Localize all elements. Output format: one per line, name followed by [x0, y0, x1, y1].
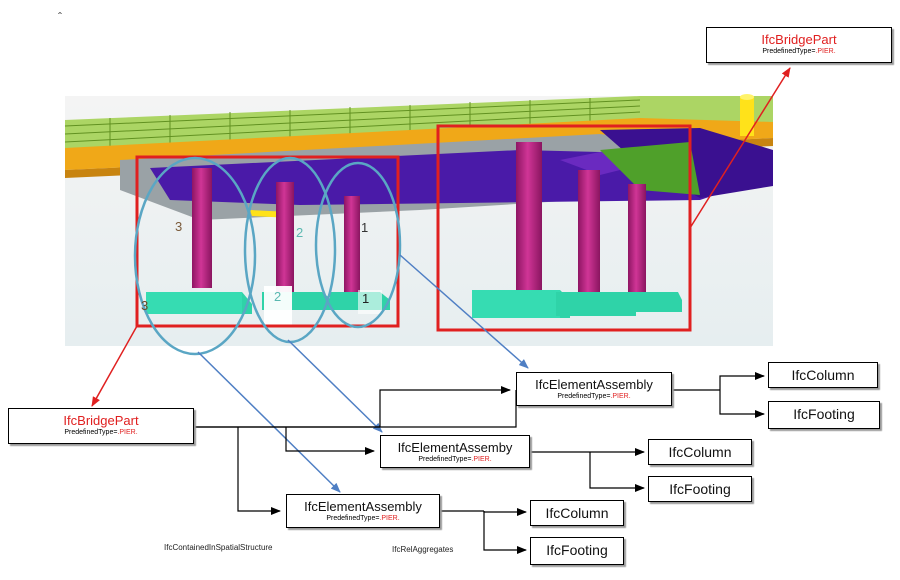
deck-rail-green: [65, 96, 773, 150]
element-assembly-type: PredefinedType=.PIER.: [326, 515, 400, 522]
pier-column: [628, 184, 646, 292]
pier-label-1-top: 1: [361, 220, 369, 235]
pier-column: [276, 182, 294, 292]
bridge-part-left-box: IfcBridgePart PredefinedType=.PIER.: [8, 408, 194, 444]
pier-column: [516, 142, 542, 292]
footing-box-2: IfcFooting: [648, 476, 752, 502]
link-arrow: [197, 351, 341, 493]
pier-group-frame-left: [135, 155, 400, 328]
pier-label-3-bottom: 3: [141, 298, 149, 313]
pier-footing: [620, 292, 682, 312]
bridge-part-left-type: PredefinedType=.PIER.: [64, 429, 138, 436]
pier-label-2-top: 2: [296, 225, 304, 240]
link-arrow-red: [91, 325, 138, 407]
footing-title: IfcFooting: [546, 542, 608, 558]
column-box-3: IfcColumn: [530, 500, 624, 526]
pier-footing: [556, 292, 636, 316]
spatial-connector: [192, 390, 517, 428]
pier-label-2-bottom: 2: [274, 289, 282, 304]
aggregates-relation-label: IfcRelAggregates: [392, 545, 454, 554]
footing-box-1: IfcFooting: [768, 401, 880, 429]
column-title: IfcColumn: [791, 367, 855, 383]
column-box-2: IfcColumn: [648, 439, 752, 465]
assembly-ellipse-2: [243, 156, 337, 344]
pier-column: [578, 170, 600, 292]
bridge-part-top-title: IfcBridgePart: [761, 32, 837, 47]
element-assembly-box-3: IfcElementAssembly PredefinedType=.PIER.: [286, 494, 440, 528]
bridge-part-left-title: IfcBridgePart: [63, 413, 139, 428]
yellow-post: [740, 96, 754, 136]
link-arrow: [287, 339, 383, 433]
column-box-1: IfcColumn: [768, 362, 878, 388]
assembly-ellipse-3: [133, 156, 257, 356]
pier-group-frame-right: [436, 124, 692, 332]
footing-box-3: IfcFooting: [530, 537, 624, 565]
pier-label-1-bottom: 1: [362, 291, 370, 306]
pier-label-3-top: 3: [175, 219, 183, 234]
bridge-part-top-type: PredefinedType=.PIER.: [762, 48, 836, 55]
link-arrow-red: [689, 67, 791, 229]
assembly-ellipse-1: [314, 161, 402, 329]
link-arrow: [399, 254, 529, 369]
footing-title: IfcFooting: [669, 481, 731, 497]
element-assembly-box-2: IfcElementAssemby PredefinedType=.PIER.: [380, 435, 530, 468]
bridge-part-top-box: IfcBridgePart PredefinedType=.PIER.: [706, 27, 892, 63]
element-assembly-title: IfcElementAssembly: [304, 499, 422, 514]
footing-title: IfcFooting: [793, 406, 855, 422]
element-assembly-type: PredefinedType=.PIER.: [418, 456, 492, 463]
spatial-relation-label: IfcContainedInSpatialStructure: [164, 543, 273, 552]
element-assembly-title: IfcElementAssembly: [535, 377, 653, 392]
pier-column: [344, 196, 360, 292]
element-assembly-type: PredefinedType=.PIER.: [557, 393, 631, 400]
column-title: IfcColumn: [668, 444, 732, 460]
pier-column: [192, 168, 212, 288]
column-title: IfcColumn: [545, 505, 609, 521]
top-mark: ˆ: [58, 10, 62, 24]
element-assembly-box-1: IfcElementAssembly PredefinedType=.PIER.: [516, 372, 672, 406]
element-assembly-title: IfcElementAssemby: [397, 440, 513, 455]
